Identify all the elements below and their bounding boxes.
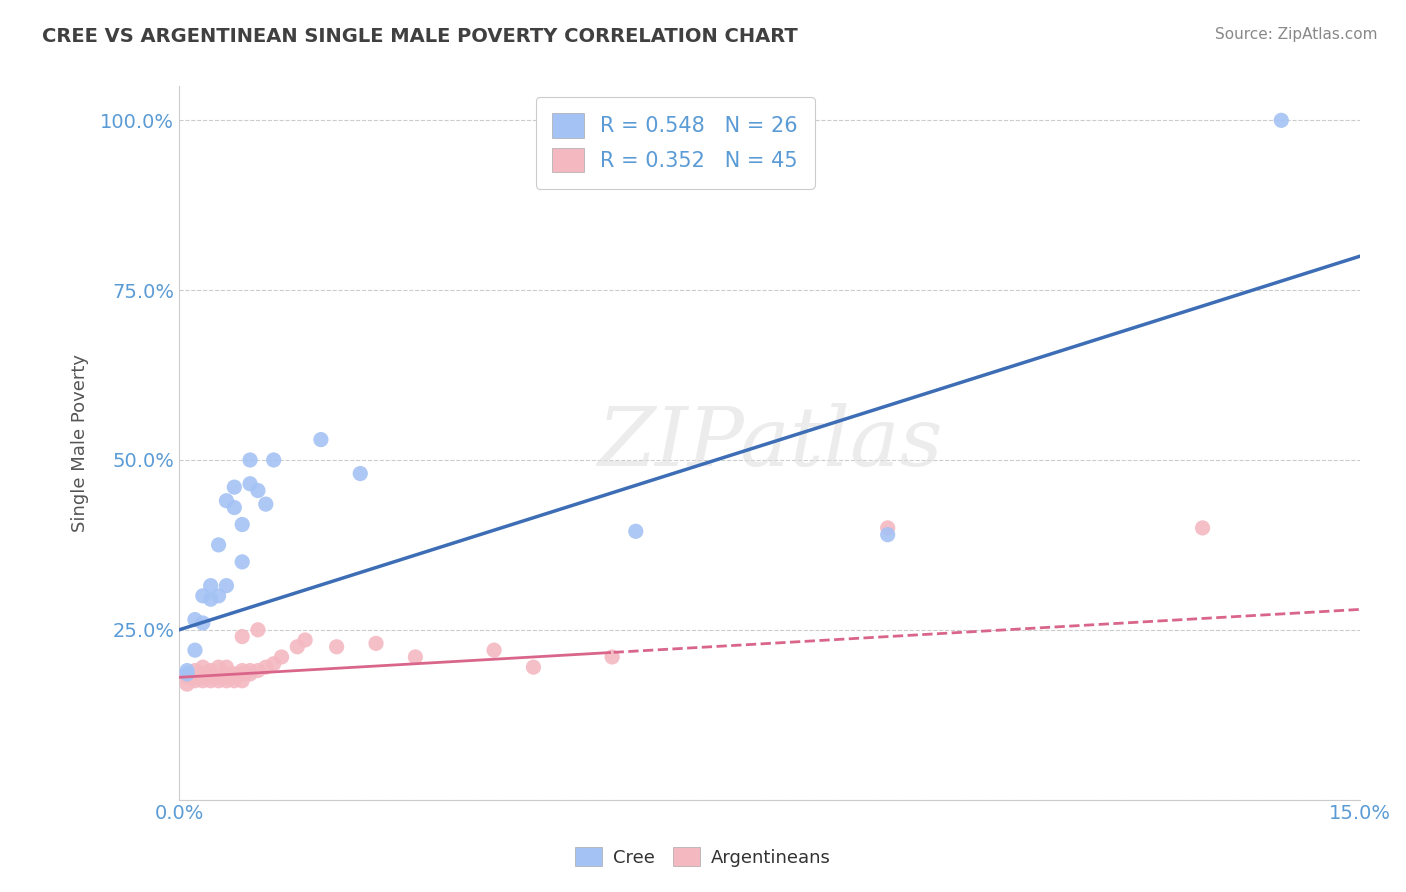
Point (224, 500, 246, 515)
Point (215, 579, 238, 593)
Point (231, 667, 253, 681)
Legend: Cree, Argentineans: Cree, Argentineans (568, 840, 838, 874)
Text: Source: ZipAtlas.com: Source: ZipAtlas.com (1215, 27, 1378, 42)
Point (231, 673, 253, 688)
Point (200, 673, 222, 688)
Point (294, 632, 316, 647)
Point (200, 592, 222, 607)
Point (231, 630, 253, 644)
Point (176, 667, 198, 681)
Point (263, 453, 285, 467)
Point (207, 660, 229, 674)
Point (309, 433, 332, 447)
Point (246, 664, 269, 678)
Text: CREE VS ARGENTINEAN SINGLE MALE POVERTY CORRELATION CHART: CREE VS ARGENTINEAN SINGLE MALE POVERTY … (42, 27, 799, 45)
Point (600, 650, 623, 665)
Point (522, 660, 544, 674)
Point (246, 483, 269, 498)
Point (191, 670, 214, 684)
Point (207, 538, 229, 552)
Point (224, 670, 246, 684)
Point (224, 673, 246, 688)
Y-axis label: Single Male Poverty: Single Male Poverty (72, 354, 89, 532)
Point (364, 636, 387, 650)
Point (624, 524, 647, 539)
Point (1270, 113, 1292, 128)
Point (239, 453, 262, 467)
Point (200, 579, 222, 593)
Point (176, 667, 198, 681)
Point (191, 667, 214, 681)
Point (184, 643, 207, 657)
Point (215, 660, 238, 674)
Point (176, 677, 198, 691)
Point (176, 670, 198, 684)
Point (207, 589, 229, 603)
Point (254, 660, 277, 674)
Point (325, 640, 347, 654)
Point (231, 664, 253, 678)
Point (349, 467, 371, 481)
Legend: R = 0.548   N = 26, R = 0.352   N = 45: R = 0.548 N = 26, R = 0.352 N = 45 (536, 96, 814, 188)
Point (184, 673, 207, 688)
Point (231, 517, 253, 532)
Point (191, 615, 214, 630)
Point (200, 667, 222, 681)
Point (482, 643, 505, 657)
Point (404, 650, 426, 665)
Point (191, 660, 214, 674)
Point (215, 493, 238, 508)
Point (215, 673, 238, 688)
Point (176, 664, 198, 678)
Point (224, 480, 246, 494)
Point (215, 670, 238, 684)
Point (876, 527, 898, 541)
Point (246, 623, 269, 637)
Point (191, 589, 214, 603)
Point (285, 640, 308, 654)
Point (184, 613, 207, 627)
Text: ZIPatlas: ZIPatlas (598, 403, 942, 483)
Point (224, 667, 246, 681)
Point (215, 667, 238, 681)
Point (876, 521, 898, 535)
Point (207, 673, 229, 688)
Point (254, 497, 277, 511)
Point (239, 476, 262, 491)
Point (184, 664, 207, 678)
Point (184, 670, 207, 684)
Point (270, 650, 292, 665)
Point (239, 664, 262, 678)
Point (200, 664, 222, 678)
Point (231, 555, 253, 569)
Point (200, 670, 222, 684)
Point (263, 657, 285, 671)
Point (207, 670, 229, 684)
Point (1191, 521, 1213, 535)
Point (191, 673, 214, 688)
Point (239, 667, 262, 681)
